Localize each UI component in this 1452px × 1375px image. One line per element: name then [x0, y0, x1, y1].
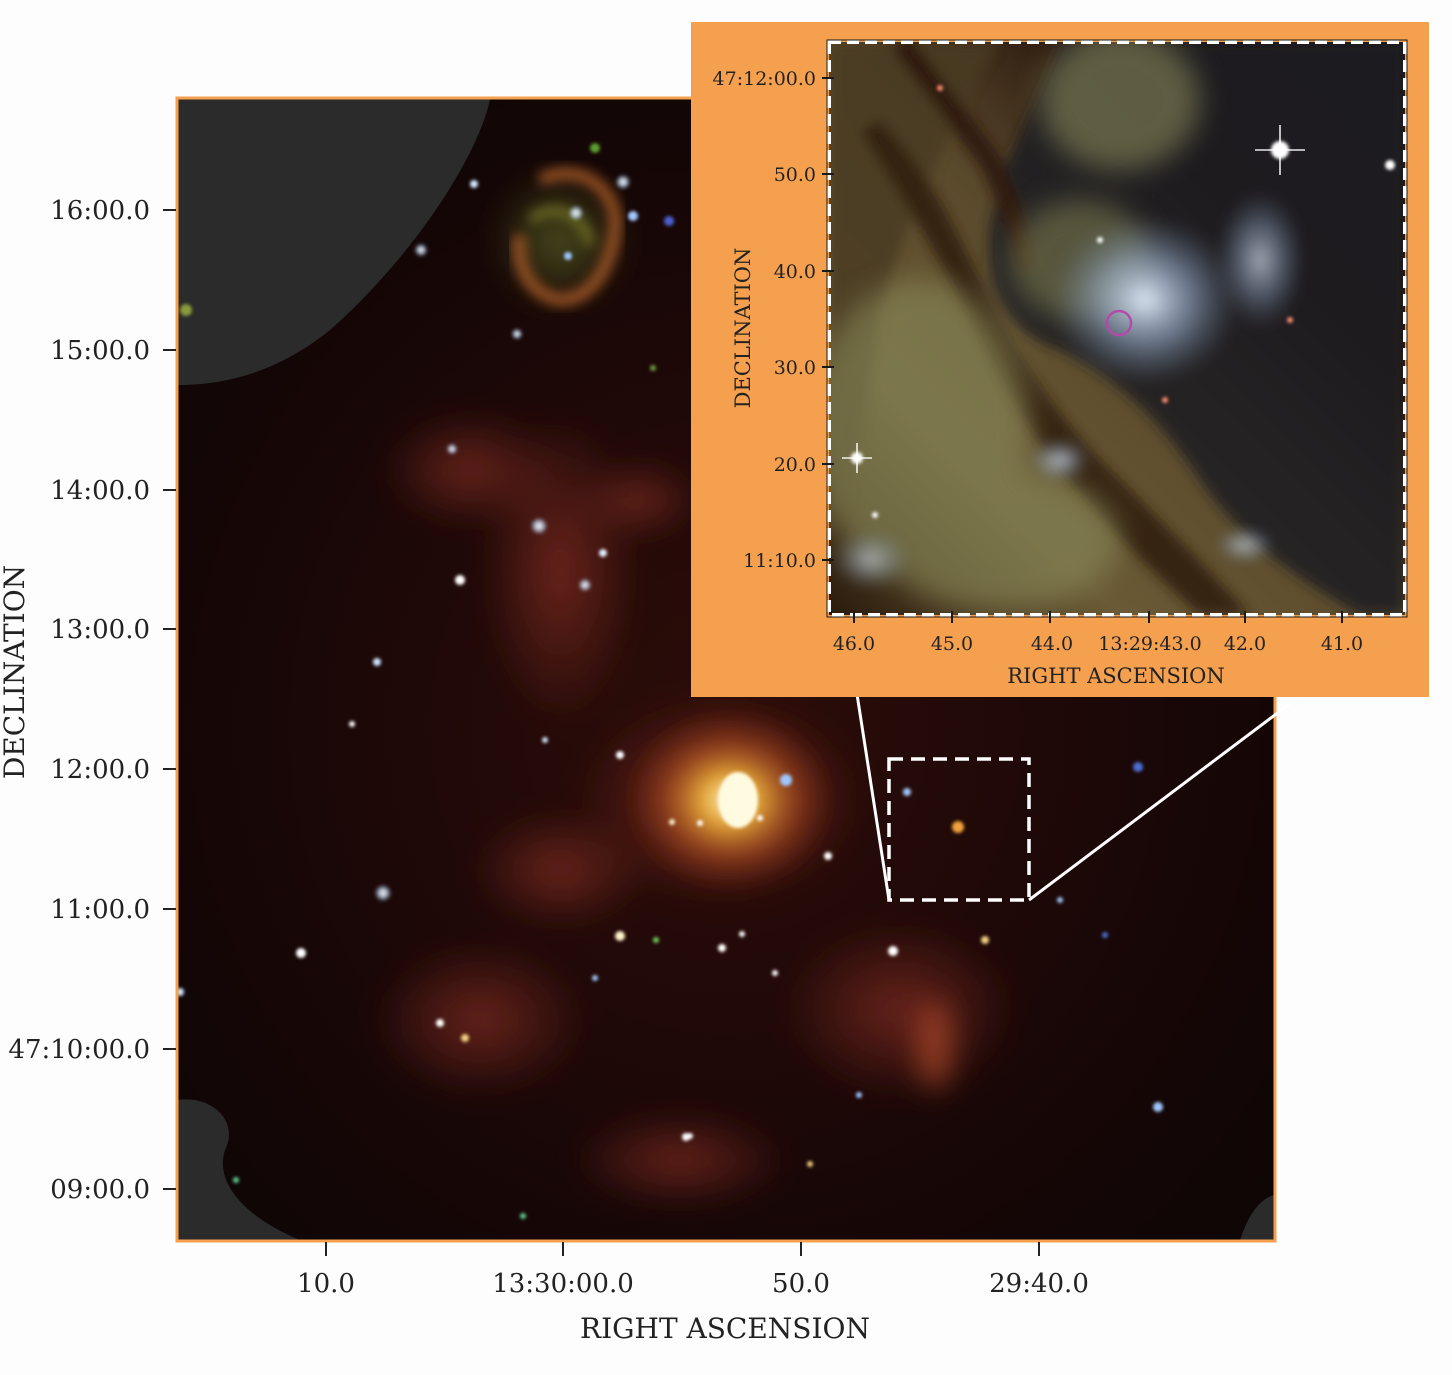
inset-y-tick-label: 30.0 — [774, 357, 816, 379]
inset-optical-image — [829, 42, 1405, 615]
no-coverage-region — [178, 99, 490, 385]
main-y-tick-label: 09:00.0 — [50, 1175, 150, 1205]
main-x-tick-label: 10.0 — [297, 1269, 355, 1299]
inset-x-tick-label: 44.0 — [1031, 633, 1073, 655]
inset-y-tick-label: 47:12:00.0 — [713, 68, 816, 90]
main-x-axis: 10.0 13:30:00.0 50.0 29:40.0 RIGHT ASCEN… — [297, 1242, 1089, 1345]
main-y-tick-label: 47:10:00.0 — [8, 1035, 150, 1065]
inset-y-tick-label: 11:10.0 — [743, 550, 816, 572]
main-y-tick-label: 13:00.0 — [50, 615, 150, 645]
inset-x-tick-label: 46.0 — [833, 633, 875, 655]
main-x-tick-label: 13:30:00.0 — [492, 1269, 634, 1299]
main-y-tick-label: 15:00.0 — [50, 336, 150, 366]
main-x-axis-title: RIGHT ASCENSION — [580, 1312, 870, 1345]
main-y-tick-label: 12:00.0 — [50, 755, 150, 785]
inset-x-tick-label: 13:29:43.0 — [1098, 633, 1201, 655]
no-coverage-region — [1240, 1195, 1274, 1240]
source-marker-circle — [1105, 309, 1133, 337]
main-y-tick-label: 11:00.0 — [50, 895, 150, 925]
main-y-tick-label: 16:00.0 — [50, 196, 150, 226]
inset-x-tick-label: 41.0 — [1321, 633, 1363, 655]
inset-image-border — [827, 40, 1407, 617]
inset-x-axis-title: RIGHT ASCENSION — [1007, 664, 1224, 688]
main-x-tick-label: 50.0 — [772, 1269, 830, 1299]
no-coverage-region — [178, 1099, 300, 1240]
inset-y-tick-label: 20.0 — [774, 454, 816, 476]
main-y-tick-label: 14:00.0 — [50, 476, 150, 506]
inset-y-tick-label: 40.0 — [774, 261, 816, 283]
inset-y-axis-title: DECLINATION — [731, 248, 755, 409]
zoom-region-box — [887, 757, 1031, 902]
main-y-axis: 16:00.0 15:00.0 14:00.0 13:00.0 12:00.0 … — [0, 196, 176, 1205]
main-x-tick-label: 29:40.0 — [989, 1269, 1089, 1299]
main-y-axis-title: DECLINATION — [0, 565, 31, 779]
inset-panel: 47:12:00.0 50.0 40.0 30.0 20.0 11:10.0 D… — [691, 22, 1429, 697]
inset-x-tick-label: 45.0 — [931, 633, 973, 655]
inset-x-tick-label: 42.0 — [1224, 633, 1266, 655]
inset-y-tick-label: 50.0 — [774, 164, 816, 186]
